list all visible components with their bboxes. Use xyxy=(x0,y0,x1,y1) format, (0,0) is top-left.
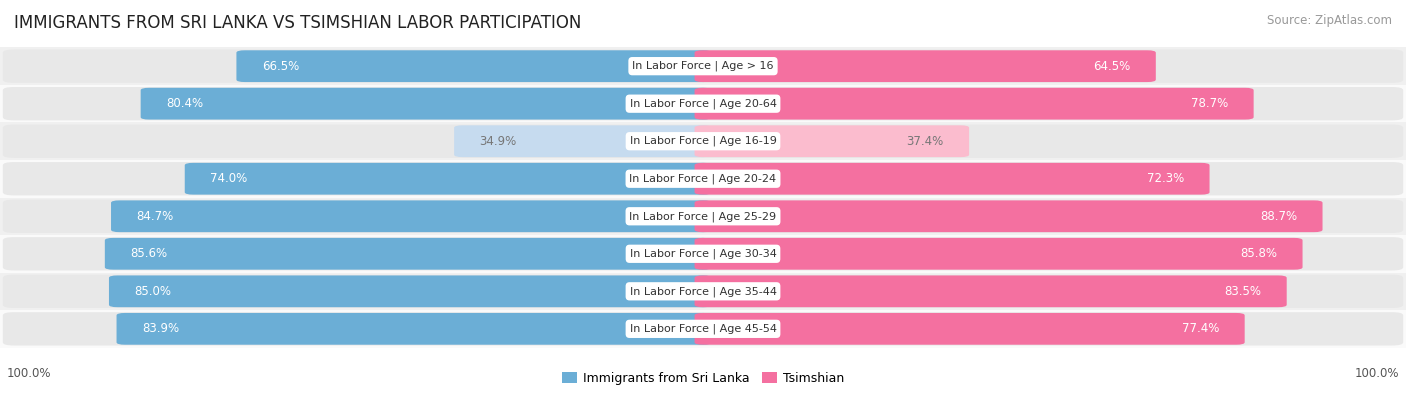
FancyBboxPatch shape xyxy=(3,275,1403,308)
Text: 64.5%: 64.5% xyxy=(1094,60,1130,73)
FancyBboxPatch shape xyxy=(111,200,711,232)
FancyBboxPatch shape xyxy=(695,163,1209,195)
FancyBboxPatch shape xyxy=(3,312,1403,346)
Text: 88.7%: 88.7% xyxy=(1260,210,1298,223)
FancyBboxPatch shape xyxy=(3,162,1403,196)
Text: In Labor Force | Age 35-44: In Labor Force | Age 35-44 xyxy=(630,286,776,297)
FancyBboxPatch shape xyxy=(695,50,1156,82)
Text: In Labor Force | Age 20-64: In Labor Force | Age 20-64 xyxy=(630,98,776,109)
FancyBboxPatch shape xyxy=(0,122,1406,160)
Text: In Labor Force | Age 16-19: In Labor Force | Age 16-19 xyxy=(630,136,776,147)
Text: 66.5%: 66.5% xyxy=(262,60,299,73)
FancyBboxPatch shape xyxy=(695,238,1302,270)
FancyBboxPatch shape xyxy=(184,163,711,195)
Text: In Labor Force | Age 20-24: In Labor Force | Age 20-24 xyxy=(630,173,776,184)
FancyBboxPatch shape xyxy=(3,87,1403,120)
Text: In Labor Force | Age > 16: In Labor Force | Age > 16 xyxy=(633,61,773,71)
FancyBboxPatch shape xyxy=(3,124,1403,158)
FancyBboxPatch shape xyxy=(141,88,711,120)
FancyBboxPatch shape xyxy=(0,85,1406,122)
Text: IMMIGRANTS FROM SRI LANKA VS TSIMSHIAN LABOR PARTICIPATION: IMMIGRANTS FROM SRI LANKA VS TSIMSHIAN L… xyxy=(14,14,582,32)
Text: 77.4%: 77.4% xyxy=(1182,322,1219,335)
Text: In Labor Force | Age 45-54: In Labor Force | Age 45-54 xyxy=(630,324,776,334)
FancyBboxPatch shape xyxy=(3,49,1403,83)
FancyBboxPatch shape xyxy=(454,125,711,157)
FancyBboxPatch shape xyxy=(3,237,1403,271)
Text: 78.7%: 78.7% xyxy=(1191,97,1229,110)
FancyBboxPatch shape xyxy=(0,160,1406,198)
FancyBboxPatch shape xyxy=(105,238,711,270)
FancyBboxPatch shape xyxy=(3,199,1403,233)
FancyBboxPatch shape xyxy=(695,275,1286,307)
Text: 100.0%: 100.0% xyxy=(7,367,52,380)
FancyBboxPatch shape xyxy=(0,310,1406,348)
FancyBboxPatch shape xyxy=(0,198,1406,235)
Text: In Labor Force | Age 30-34: In Labor Force | Age 30-34 xyxy=(630,248,776,259)
Text: Source: ZipAtlas.com: Source: ZipAtlas.com xyxy=(1267,14,1392,27)
Text: 100.0%: 100.0% xyxy=(1354,367,1399,380)
FancyBboxPatch shape xyxy=(695,125,969,157)
FancyBboxPatch shape xyxy=(695,313,1244,345)
FancyBboxPatch shape xyxy=(0,47,1406,85)
Text: 74.0%: 74.0% xyxy=(209,172,247,185)
FancyBboxPatch shape xyxy=(695,88,1254,120)
Text: 37.4%: 37.4% xyxy=(907,135,943,148)
Text: 83.9%: 83.9% xyxy=(142,322,179,335)
FancyBboxPatch shape xyxy=(0,235,1406,273)
Text: 85.8%: 85.8% xyxy=(1240,247,1277,260)
Text: 85.6%: 85.6% xyxy=(131,247,167,260)
Text: 72.3%: 72.3% xyxy=(1147,172,1184,185)
FancyBboxPatch shape xyxy=(117,313,711,345)
Text: In Labor Force | Age 25-29: In Labor Force | Age 25-29 xyxy=(630,211,776,222)
Text: 80.4%: 80.4% xyxy=(166,97,202,110)
Text: 84.7%: 84.7% xyxy=(136,210,173,223)
Text: 83.5%: 83.5% xyxy=(1225,285,1261,298)
FancyBboxPatch shape xyxy=(236,50,711,82)
FancyBboxPatch shape xyxy=(110,275,711,307)
FancyBboxPatch shape xyxy=(695,200,1323,232)
Text: 85.0%: 85.0% xyxy=(135,285,172,298)
FancyBboxPatch shape xyxy=(0,273,1406,310)
Text: 34.9%: 34.9% xyxy=(479,135,516,148)
Legend: Immigrants from Sri Lanka, Tsimshian: Immigrants from Sri Lanka, Tsimshian xyxy=(561,372,845,385)
